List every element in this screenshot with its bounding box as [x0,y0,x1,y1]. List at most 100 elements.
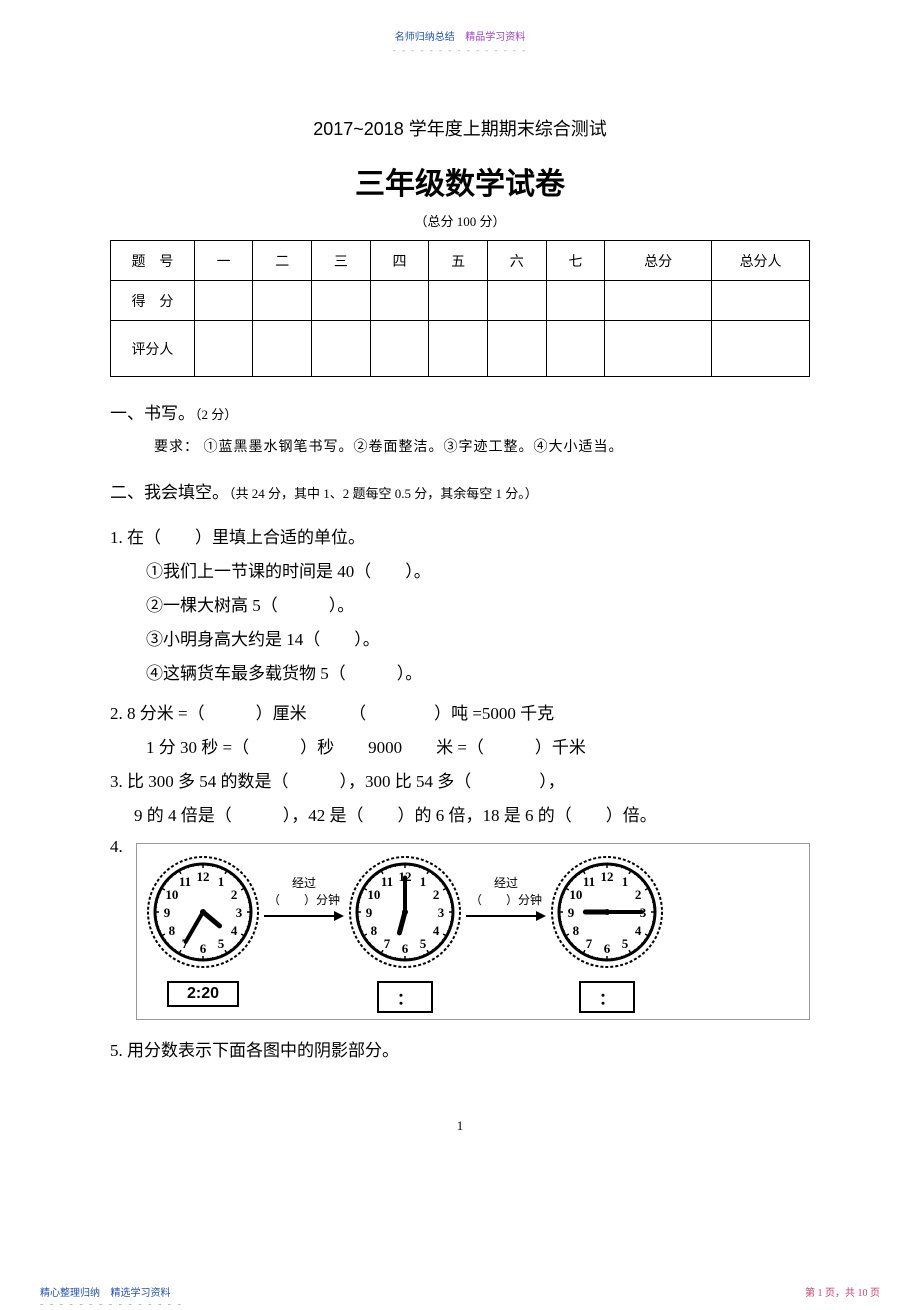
pass-label-1: 经过 [263,874,345,891]
question-2: 2. 8 分米 =（ ）厘米 （ ）吨 =5000 千克 1 分 30 秒 =（… [110,697,810,765]
total-score: （总分 100 分） [110,211,810,230]
question-1: 1. 在（ ）里填上合适的单位。 ①我们上一节课的时间是 40（ ）。 ②一棵大… [110,521,810,691]
svg-text:8: 8 [573,923,580,938]
sec1-title: 一、书写。 [110,404,195,423]
question-3: 3. 比 300 多 54 的数是（ ），300 比 54 多（ ）， 9 的 … [110,765,810,833]
svg-text:1: 1 [218,874,225,889]
q1-a: ①我们上一节课的时间是 40（ ）。 [146,555,810,589]
footer-left-a: 精心整理归纳 [40,1288,100,1299]
footer-left-b: 精选学习资料 [111,1288,171,1299]
cell: 评分人 [111,321,195,377]
exam-year: 2017~2018 学年度上期期末综合测试 [110,115,810,141]
svg-text:2: 2 [433,887,440,902]
table-row: 题 号 一 二 三 四 五 六 七 总分 总分人 [111,241,810,281]
clock-3-col: 123456789101112 ： [547,852,667,1013]
svg-text:2: 2 [635,887,642,902]
question-5: 5. 用分数表示下面各图中的阴影部分。 [110,1034,810,1068]
cell [487,281,546,321]
q2-line1: 2. 8 分米 =（ ）厘米 （ ）吨 =5000 千克 [110,697,810,731]
clock-1-icon: 123456789101112 [143,852,263,972]
q2-line2: 1 分 30 秒 =（ ）秒 9000 米 =（ ）千米 [146,731,810,765]
svg-text:12: 12 [601,869,614,884]
cell: 五 [429,241,488,281]
q3-line2: 9 的 4 倍是（ ），42 是（ ）的 6 倍，18 是 6 的（ ）倍。 [134,799,810,833]
svg-text:3: 3 [236,905,243,920]
cell: 四 [370,241,429,281]
svg-text:9: 9 [366,905,373,920]
svg-text:4: 4 [635,923,642,938]
svg-text:5: 5 [218,936,225,951]
header-right: 精品学习资料 [465,32,525,43]
clock-3-icon: 123456789101112 [547,852,667,972]
score-table: 题 号 一 二 三 四 五 六 七 总分 总分人 得 分 评分人 [110,240,810,377]
cell: 总分 [605,241,712,281]
svg-text:9: 9 [164,905,171,920]
cell: 三 [312,241,371,281]
arrow-1: 经过 （ ）分钟 [263,852,345,924]
footer-left: 精心整理归纳 精选学习资料 - - - - - - - - - - - - - … [40,1284,183,1310]
header-dots: - - - - - - - - - - - - - - - [0,45,920,55]
footer-right: 第 1 页，共 10 页 [805,1284,880,1299]
pass-label-2: 经过 [465,874,547,891]
svg-text:8: 8 [169,923,176,938]
svg-text:1: 1 [622,874,629,889]
cell [312,321,371,377]
section-2-head: 二、我会填空。（共 24 分，其中 1、2 题每空 0.5 分，其余每空 1 分… [110,478,810,503]
q1-b: ②一棵大树高 5（ ）。 [146,589,810,623]
q4-num: 4. [110,837,136,857]
svg-text:10: 10 [569,887,582,902]
sec1-requirements: 要求： ①蓝黑墨水钢笔书写。②卷面整洁。③字迹工整。④大小适当。 [154,436,810,456]
exam-title: 三年级数学试卷 [110,159,810,203]
cell: 二 [253,241,312,281]
clock-3-time: ： [579,981,635,1013]
svg-text:1: 1 [420,874,427,889]
cell [370,321,429,377]
svg-text:2: 2 [231,887,238,902]
cell [605,321,712,377]
top-header: 名师归纳总结 精品学习资料 - - - - - - - - - - - - - … [0,0,920,55]
table-row: 得 分 [111,281,810,321]
sec2-pts: （共 24 分，其中 1、2 题每空 0.5 分，其余每空 1 分。） [229,486,538,501]
q1-d: ④这辆货车最多载货物 5（ ）。 [146,657,810,691]
q1-stem: 1. 在（ ）里填上合适的单位。 [110,521,810,555]
arrow-2: 经过 （ ）分钟 [465,852,547,924]
pass-blank-1: （ ）分钟 [263,891,345,908]
clock-1-time: 2:20 [167,981,239,1007]
cell: 题 号 [111,241,195,281]
svg-text:11: 11 [381,874,393,889]
cell [253,321,312,377]
cell [370,281,429,321]
clock-2-icon: 123456789101112 [345,852,465,972]
table-row: 评分人 [111,321,810,377]
cell: 一 [194,241,253,281]
cell: 得 分 [111,281,195,321]
clock-2-col: 123456789101112 ： [345,852,465,1013]
cell [546,321,605,377]
svg-text:5: 5 [420,936,427,951]
cell [546,281,605,321]
svg-text:11: 11 [583,874,595,889]
svg-text:3: 3 [438,905,445,920]
svg-text:6: 6 [604,941,611,956]
cell [194,321,253,377]
cell [194,281,253,321]
q1-c: ③小明身高大约是 14（ ）。 [146,623,810,657]
clock-1-col: 123456789101112 2:20 [143,852,263,1007]
cell: 七 [546,241,605,281]
pass-blank-2: （ ）分钟 [465,891,547,908]
section-1-head: 一、书写。（2 分） [110,399,810,424]
page-number: 1 [110,1118,810,1134]
cell [712,321,810,377]
svg-text:4: 4 [433,923,440,938]
svg-text:6: 6 [200,941,207,956]
arrow-icon [466,908,546,924]
cell [429,321,488,377]
q3-line1: 3. 比 300 多 54 的数是（ ），300 比 54 多（ ）， [110,765,810,799]
footer-dots: - - - - - - - - - - - - - - - [40,1299,183,1310]
svg-text:6: 6 [402,941,409,956]
cell [605,281,712,321]
svg-text:8: 8 [371,923,378,938]
sec2-title: 二、我会填空。 [110,483,229,502]
page-content: 2017~2018 学年度上期期末综合测试 三年级数学试卷 （总分 100 分）… [0,55,920,1134]
svg-text:7: 7 [384,936,391,951]
